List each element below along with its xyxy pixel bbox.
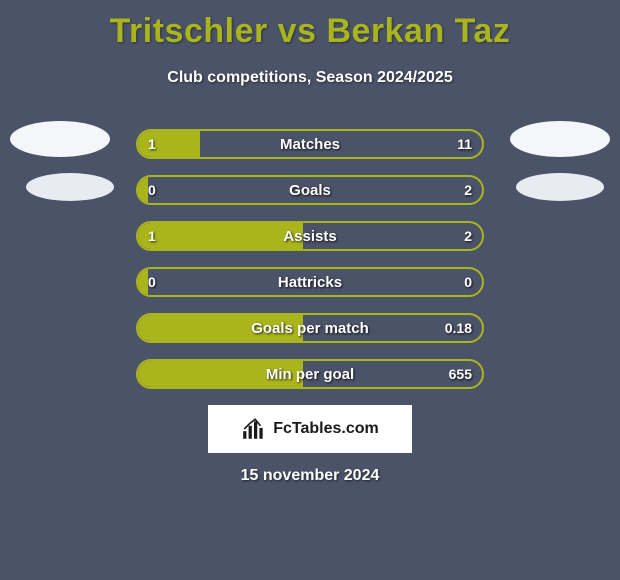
subtitle: Club competitions, Season 2024/2025: [0, 69, 620, 87]
comparison-title: Tritschler vs Berkan Taz: [0, 0, 620, 51]
stat-row: 0Hattricks0: [136, 267, 484, 297]
stat-label: Min per goal: [138, 361, 482, 387]
stat-value-right: 0.18: [445, 315, 472, 341]
title-player2: Berkan Taz: [326, 12, 510, 50]
branding-box: FcTables.com: [208, 405, 412, 453]
stat-value-right: 655: [449, 361, 472, 387]
stat-row: Min per goal655: [136, 359, 484, 389]
stat-row: 0Goals2: [136, 175, 484, 205]
player2-club-badge: [516, 173, 604, 201]
stat-label: Goals: [138, 177, 482, 203]
stat-label: Assists: [138, 223, 482, 249]
player2-avatar: [510, 121, 610, 157]
stat-value-right: 2: [464, 177, 472, 203]
stat-label: Matches: [138, 131, 482, 157]
stat-label: Hattricks: [138, 269, 482, 295]
stat-row: 1Matches11: [136, 129, 484, 159]
stat-row: Goals per match0.18: [136, 313, 484, 343]
stat-value-right: 11: [457, 131, 472, 157]
player1-club-badge: [26, 173, 114, 201]
title-vs: vs: [268, 12, 327, 50]
chart-bars-icon: [241, 416, 267, 442]
player1-avatar: [10, 121, 110, 157]
stat-value-right: 0: [464, 269, 472, 295]
comparison-content: 1Matches110Goals21Assists20Hattricks0Goa…: [0, 129, 620, 485]
date-text: 15 november 2024: [0, 467, 620, 485]
title-player1: Tritschler: [110, 12, 268, 50]
stat-bars: 1Matches110Goals21Assists20Hattricks0Goa…: [136, 129, 484, 389]
stat-row: 1Assists2: [136, 221, 484, 251]
branding-text: FcTables.com: [273, 420, 379, 438]
stat-label: Goals per match: [138, 315, 482, 341]
stat-value-right: 2: [464, 223, 472, 249]
